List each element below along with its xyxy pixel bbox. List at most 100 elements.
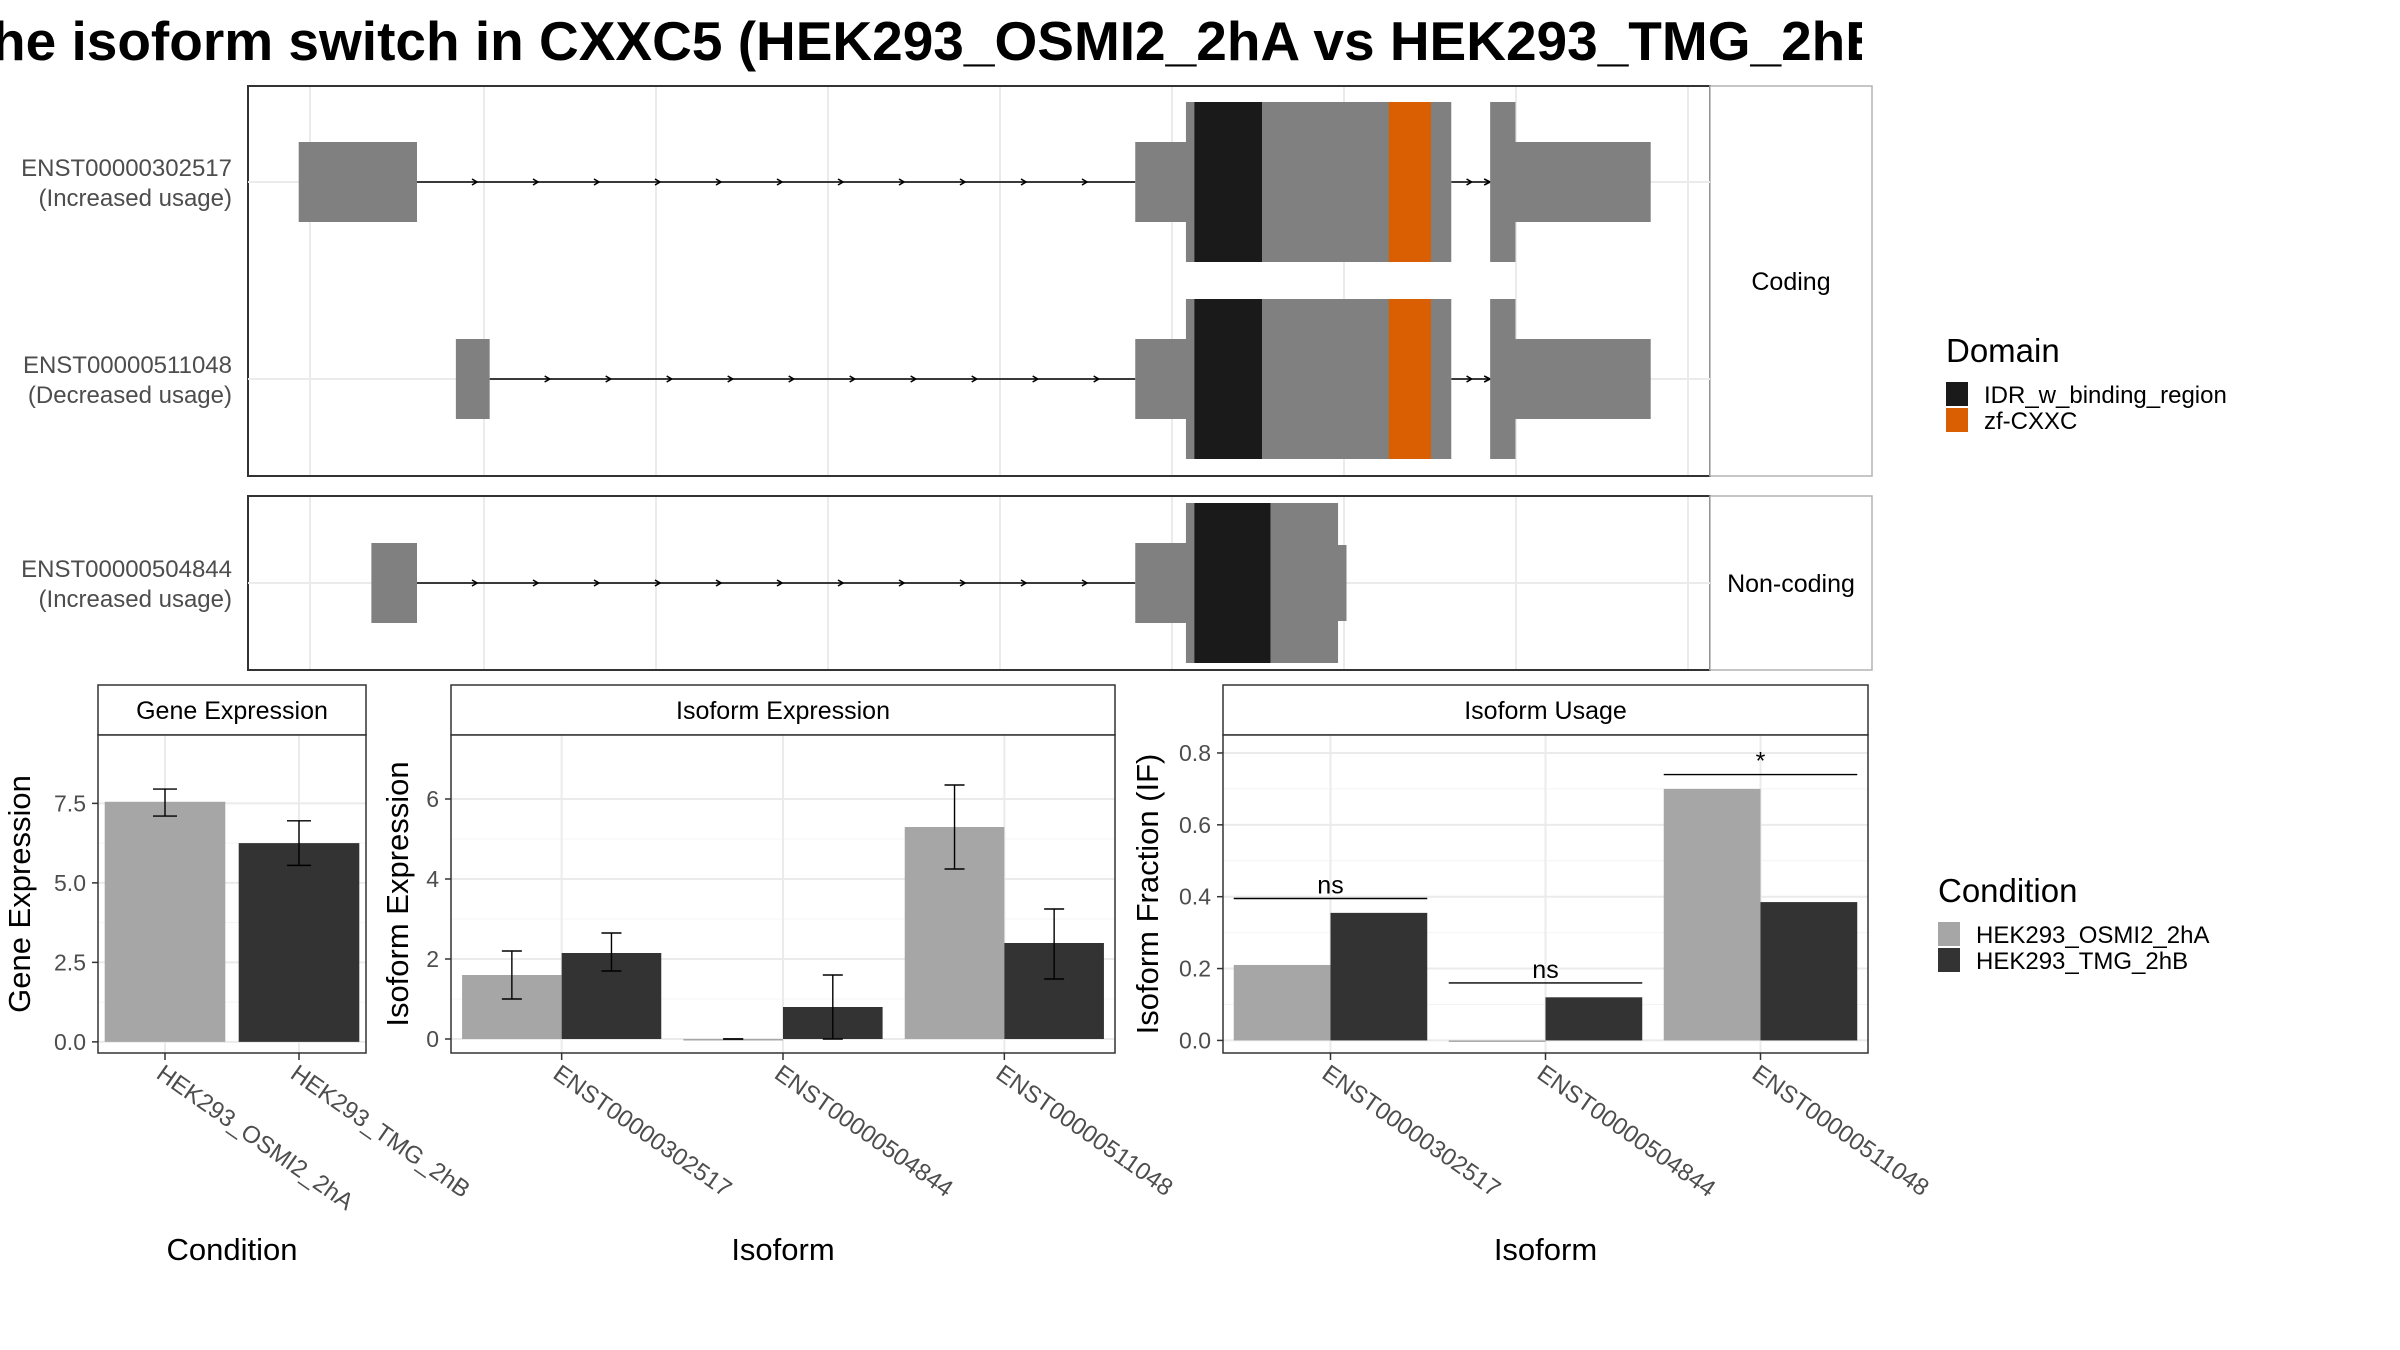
structure-panel-bg bbox=[248, 86, 1710, 476]
x-tick-label: ENST00000504844 bbox=[1532, 1060, 1720, 1203]
bar-condition-b bbox=[1330, 912, 1428, 1041]
intron-arrow bbox=[1020, 178, 1028, 186]
exon-block bbox=[1135, 543, 1195, 623]
intron-arrow bbox=[605, 375, 613, 383]
intron-arrow bbox=[715, 579, 723, 587]
condition-legend-key bbox=[1938, 922, 1960, 946]
intron-arrow bbox=[593, 579, 601, 587]
x-axis-title: Isoform bbox=[1494, 1232, 1597, 1267]
bar-condition-a bbox=[104, 801, 226, 1042]
y-tick-label: 0 bbox=[426, 1026, 439, 1052]
intron-arrow bbox=[1081, 178, 1089, 186]
x-tick-label: ENST00000302517 bbox=[1317, 1060, 1505, 1203]
transcript-id-label: ENST00000511048 bbox=[23, 352, 232, 379]
intron-arrow bbox=[593, 178, 601, 186]
y-axis-title: Gene Expression bbox=[2, 775, 37, 1013]
plot-border bbox=[97, 734, 367, 1054]
domain-legend-label: zf-CXXC bbox=[1984, 408, 2077, 435]
exon-block bbox=[1490, 102, 1516, 262]
domain-legend-title: Domain bbox=[1946, 332, 2060, 369]
intron-arrow bbox=[910, 375, 918, 383]
intron-arrow bbox=[776, 178, 784, 186]
exon-block bbox=[298, 142, 417, 222]
panel-title: Gene Expression bbox=[136, 697, 328, 725]
y-axis-title: Isoform Fraction (IF) bbox=[1130, 754, 1165, 1035]
intron-arrow bbox=[727, 375, 735, 383]
intron-arrow bbox=[1466, 375, 1474, 383]
y-tick-label: 6 bbox=[426, 786, 439, 812]
y-tick-label: 0.0 bbox=[1179, 1027, 1211, 1053]
intron-arrow bbox=[898, 579, 906, 587]
panel-title: Isoform Usage bbox=[1464, 697, 1627, 725]
panel-strip bbox=[450, 684, 1116, 736]
intron-arrow bbox=[837, 178, 845, 186]
y-tick-label: 4 bbox=[426, 866, 439, 892]
condition-legend-label: HEK293_OSMI2_2hA bbox=[1976, 922, 2209, 949]
transcript-id-label: ENST00000504844 bbox=[21, 556, 232, 583]
x-tick-label: ENST00000511048 bbox=[1747, 1060, 1934, 1202]
transcript-usage-label: (Increased usage) bbox=[39, 185, 232, 212]
facet-label-noncoding: Non-coding bbox=[1727, 570, 1855, 598]
intron-arrow bbox=[1020, 579, 1028, 587]
intron-arrow bbox=[849, 375, 857, 383]
intron-arrow bbox=[532, 178, 540, 186]
y-tick-label: 0.4 bbox=[1179, 884, 1211, 910]
intron-arrow bbox=[1081, 579, 1089, 587]
intron-arrow bbox=[776, 579, 784, 587]
facet-strip bbox=[1709, 85, 1873, 477]
panel-strip bbox=[97, 684, 367, 736]
zf-cxxc-domain bbox=[1388, 299, 1431, 459]
intron-arrow bbox=[1466, 178, 1474, 186]
significance-label: ns bbox=[1317, 871, 1343, 899]
intron-arrow bbox=[959, 579, 967, 587]
x-axis-title: Isoform bbox=[731, 1232, 834, 1267]
bar-condition-a bbox=[1663, 788, 1761, 1041]
intron-arrow bbox=[471, 178, 479, 186]
intron-arrow bbox=[898, 178, 906, 186]
condition-legend-title: Condition bbox=[1938, 872, 2077, 909]
domain-legend-label: IDR_w_binding_region bbox=[1984, 382, 2227, 409]
x-tick-label: ENST00000511048 bbox=[991, 1060, 1178, 1202]
idr-domain bbox=[1194, 102, 1262, 262]
transcript-usage-label: (Decreased usage) bbox=[28, 382, 232, 409]
y-tick-label: 0.2 bbox=[1179, 956, 1211, 982]
intron-arrow bbox=[471, 579, 479, 587]
idr-domain bbox=[1194, 503, 1271, 663]
significance-label: ns bbox=[1532, 956, 1558, 984]
domain-legend-key bbox=[1946, 408, 1968, 432]
y-tick-label: 0.0 bbox=[54, 1029, 86, 1055]
bar-condition-a bbox=[1448, 1040, 1546, 1042]
exon-block bbox=[371, 543, 417, 623]
condition-legend-label: HEK293_TMG_2hB bbox=[1976, 948, 2188, 975]
y-tick-label: 2 bbox=[426, 946, 439, 972]
y-tick-label: 0.6 bbox=[1179, 812, 1211, 838]
facet-label-coding: Coding bbox=[1751, 268, 1830, 296]
intron-arrow bbox=[715, 178, 723, 186]
facet-strip bbox=[1709, 495, 1873, 671]
intron-arrow bbox=[788, 375, 796, 383]
exon-block bbox=[455, 339, 490, 419]
transcript-id-label: ENST00000302517 bbox=[21, 155, 232, 182]
bar-condition-a bbox=[1233, 964, 1331, 1041]
panel-strip bbox=[1222, 684, 1869, 736]
intron-arrow bbox=[666, 375, 674, 383]
y-tick-label: 5.0 bbox=[54, 870, 86, 896]
intron-arrow bbox=[1032, 375, 1040, 383]
domain-legend-key bbox=[1946, 382, 1968, 406]
exon-block bbox=[1490, 299, 1516, 459]
bar-condition-b bbox=[238, 843, 360, 1042]
intron-arrow bbox=[959, 178, 967, 186]
condition-legend-key bbox=[1938, 948, 1960, 972]
y-tick-label: 7.5 bbox=[54, 790, 86, 816]
panel-title: Isoform Expression bbox=[676, 697, 890, 725]
intron-arrow bbox=[654, 579, 662, 587]
intron-arrow bbox=[1093, 375, 1101, 383]
exon-block bbox=[1515, 339, 1651, 419]
exon-block bbox=[1515, 142, 1651, 222]
exon-block bbox=[1135, 339, 1195, 419]
bar-condition-a bbox=[683, 1039, 783, 1041]
y-axis-title: Isoform Expression bbox=[380, 761, 415, 1026]
bar-condition-b bbox=[1760, 902, 1858, 1041]
significance-label: * bbox=[1756, 748, 1766, 776]
